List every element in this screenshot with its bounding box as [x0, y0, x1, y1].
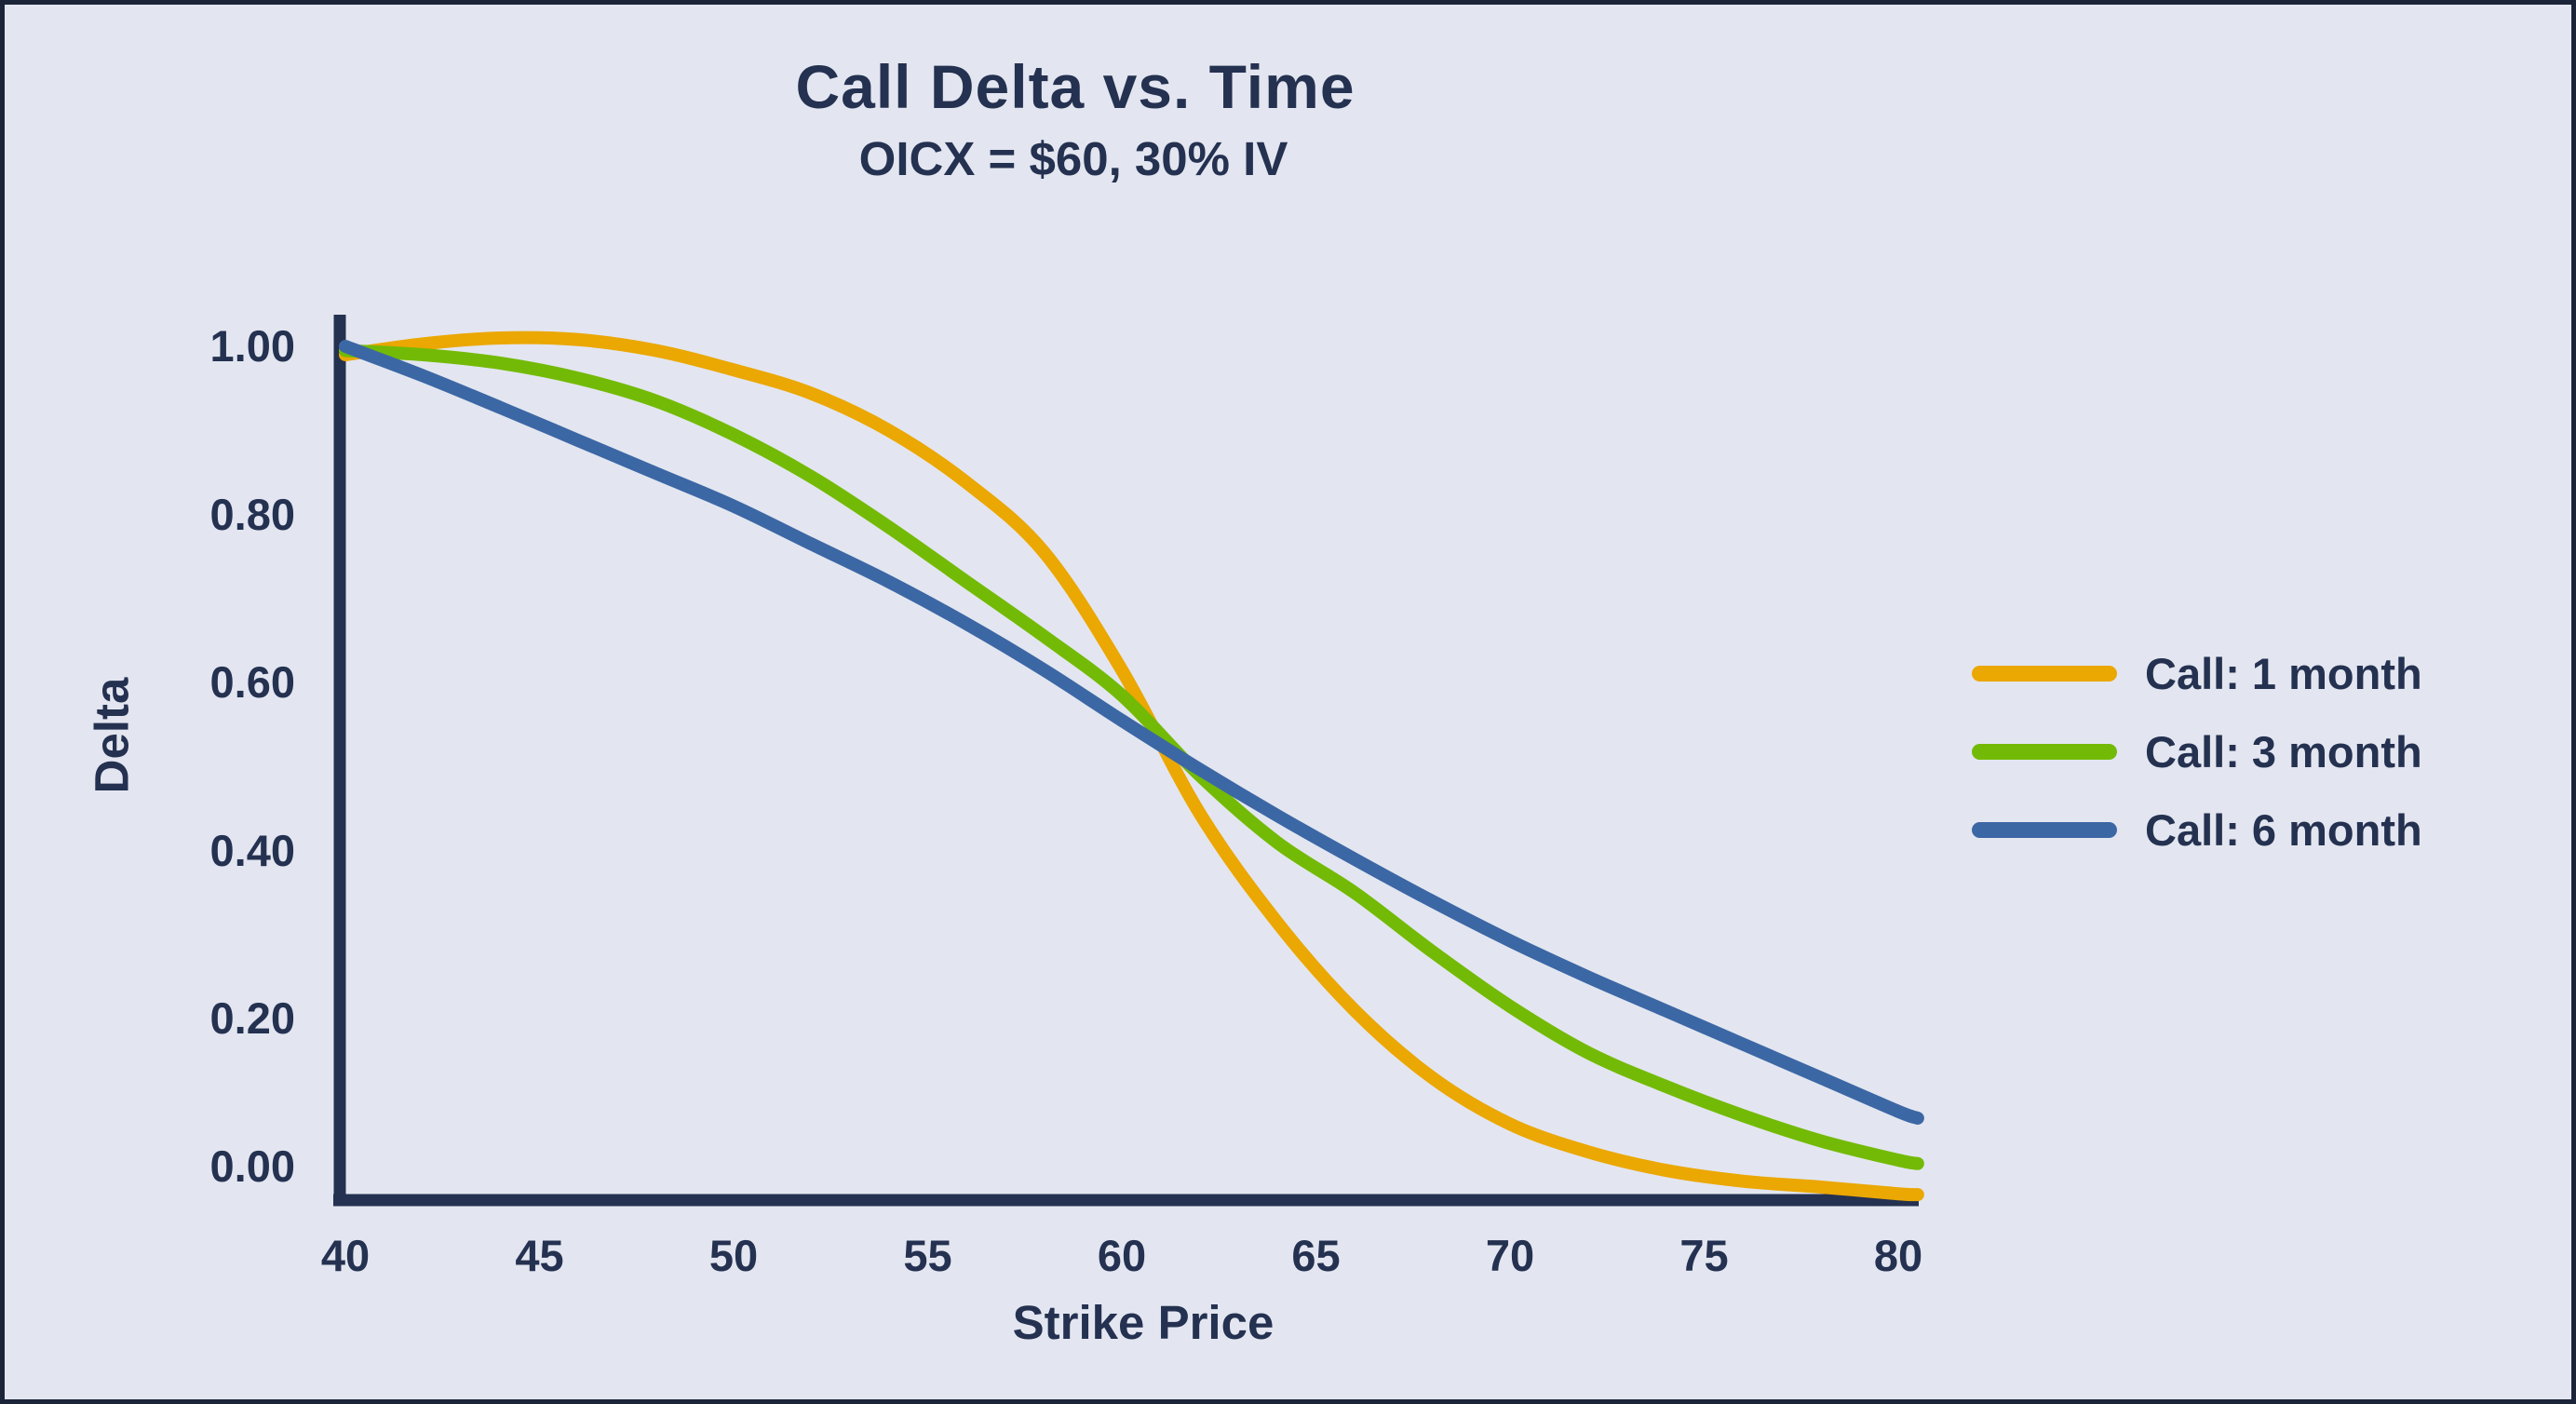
legend-label-3-month: Call: 3 month [2145, 726, 2422, 776]
plot-area [333, 315, 1924, 1207]
legend: Call: 1 month Call: 3 month Call: 6 mont… [1972, 647, 2422, 882]
legend-swatch-1-month [1972, 665, 2117, 682]
chart-title: Call Delta vs. Time [795, 52, 1355, 121]
x-tick-label: 55 [903, 1231, 952, 1280]
x-tick-label: 70 [1485, 1231, 1535, 1280]
x-tick-label: 75 [1679, 1231, 1729, 1280]
y-tick-label: 0.60 [209, 657, 295, 708]
x-tick-label: 45 [515, 1231, 564, 1280]
x-tick-label: 65 [1291, 1231, 1341, 1280]
x-tick-label: 50 [708, 1231, 759, 1280]
x-tick-label: 40 [320, 1231, 371, 1280]
y-tick-label: 0.80 [209, 489, 295, 539]
legend-item-1-month: Call: 1 month [1972, 647, 2422, 699]
legend-label-6-month: Call: 6 month [2145, 804, 2422, 855]
y-tick-label: 0.20 [209, 993, 295, 1044]
legend-item-6-month: Call: 6 month [1972, 803, 2422, 856]
legend-swatch-6-month [1972, 821, 2117, 838]
x-tick-label: 80 [1873, 1231, 1923, 1280]
legend-label-1-month: Call: 1 month [2145, 648, 2422, 698]
y-tick-label: 1.00 [209, 321, 295, 371]
x-axis-title: Strike Price [1012, 1296, 1275, 1349]
y-tick-label: 0.40 [209, 825, 295, 875]
legend-swatch-3-month [1972, 743, 2117, 760]
legend-item-3-month: Call: 3 month [1972, 725, 2422, 777]
y-tick-label: 0.00 [209, 1141, 295, 1191]
chart-subtitle: OICX = $60, 30% IV [858, 132, 1288, 185]
curve-call-1-month [339, 331, 1924, 1202]
curve-call-6-month [339, 340, 1924, 1125]
curve-call-3-month [339, 344, 1924, 1170]
x-tick-label: 60 [1097, 1231, 1147, 1280]
